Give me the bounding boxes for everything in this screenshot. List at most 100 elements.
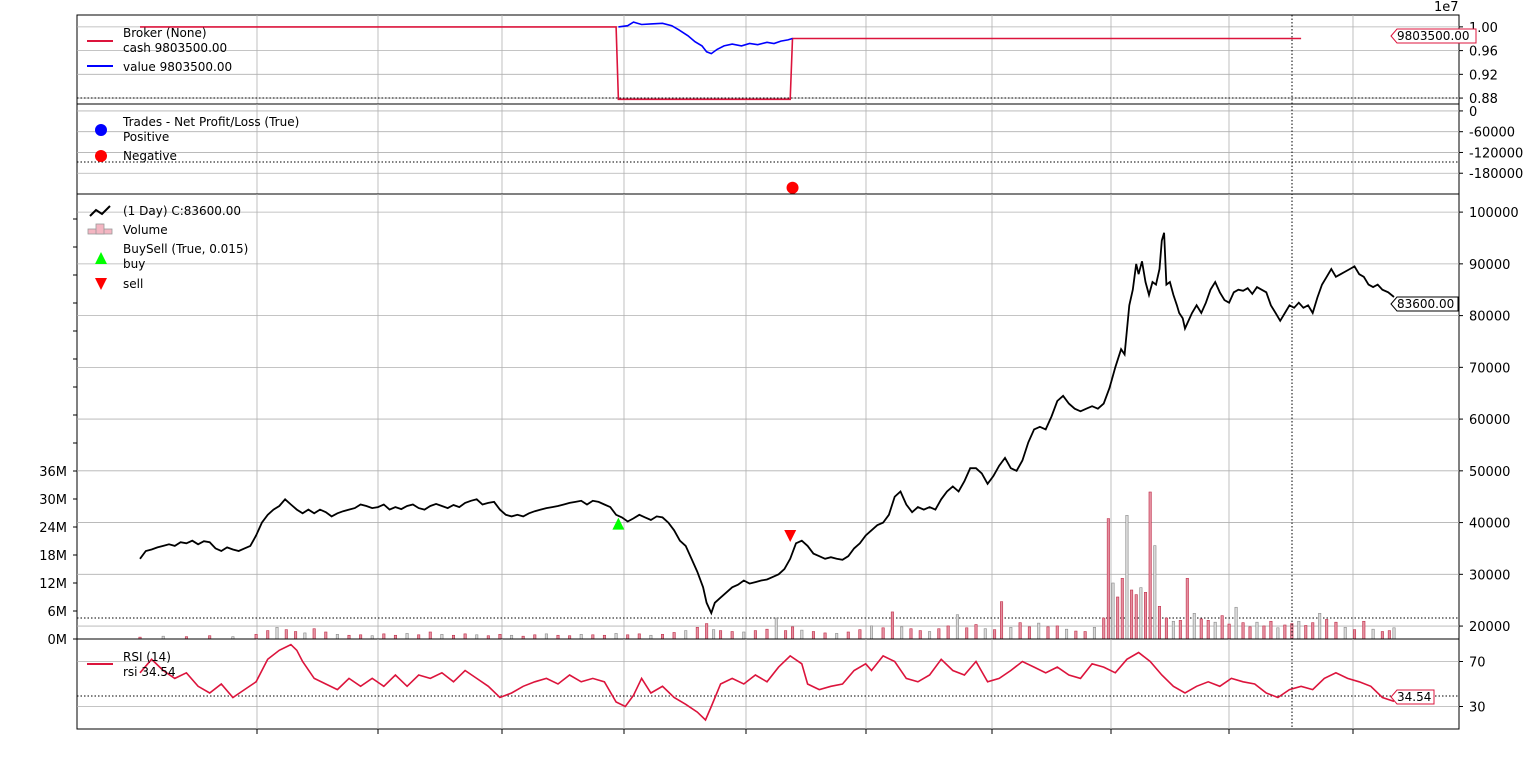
volume-bar [1192,613,1196,640]
volume-bar [983,628,987,640]
buysell-legend-title: BuySell (True, 0.015) [123,242,248,256]
rsi-legend: RSI (14) rsi 34.54 [87,650,176,679]
volume-bar [428,631,432,640]
price-y-tick-label: 20000 [1469,620,1510,635]
volume-bar [1185,578,1189,640]
price-legend-label: (1 Day) C:83600.00 [123,204,241,218]
buy-legend-label: buy [123,257,145,271]
volume-bar [1130,589,1134,640]
volume-bar [1392,627,1396,640]
volume-bar [294,631,298,640]
broker-y-tick-label: 0.88 [1469,92,1498,107]
volume-bar [869,625,873,640]
volume-y-tick-label: 6M [48,605,68,620]
volume-bar [1157,606,1161,640]
volume-bar [784,630,788,640]
volume-bar [637,633,641,640]
volume-bar [1046,626,1050,640]
price-y-tick-label: 90000 [1469,258,1510,273]
trades-y-tick-label: 0 [1469,105,1477,120]
volume-bar [1171,620,1175,640]
volume-bar [1199,618,1203,640]
volume-bar [1144,592,1148,640]
volume-bar [579,634,583,640]
trades-y-tick-label: -180000 [1469,167,1523,182]
volume-bar [1334,621,1338,640]
price-y-tick-label: 30000 [1469,568,1510,583]
trades-panel: 0 -60000 -120000 -180000 Trades - Net Profi… [76,103,1523,195]
sell-legend-label: sell [123,277,143,291]
volume-bar [614,633,618,640]
volume-bar [382,633,386,640]
volume-bar [626,634,630,640]
price-y-tick-label: 100000 [1469,206,1519,221]
trades-legend-negative-marker [95,150,107,162]
volume-bar [1325,619,1329,640]
broker-legend-value: value 9803500.00 [123,60,232,74]
volume-bar [1092,627,1096,640]
price-legend-line-icon [89,205,111,217]
volume-y-tick-label: 36M [39,465,67,480]
volume-bar [1343,627,1347,640]
volume-y-tick-label: 18M [39,549,67,564]
trades-legend: Trades - Net Profit/Loss (True) Positive… [95,115,299,163]
volume-bar [1153,545,1157,640]
volume-bar [1387,630,1391,640]
volume-bar [660,634,664,640]
volume-bar [1234,606,1238,640]
volume-bar [1116,596,1120,640]
volume-bar [544,633,548,640]
trades-legend-negative: Negative [123,149,177,163]
volume-bar [393,634,397,640]
buy-marker [612,517,625,530]
volume-bar [858,629,862,640]
volume-bar [753,630,757,640]
volume-bar [684,630,688,640]
volume-bar [1139,587,1143,640]
volume-bar [405,633,409,640]
volume-bar [811,631,815,640]
volume-bar [1262,625,1266,640]
volume-bar [1009,627,1013,640]
volume-bar [1018,622,1022,640]
volume-bar [774,617,778,640]
volume-bar [800,629,804,640]
price-y-tick-label: 70000 [1469,361,1510,376]
volume-bar [1065,628,1069,640]
volume-bar [1276,627,1280,640]
broker-legend-cash: cash 9803500.00 [123,41,227,55]
volume-bar [1269,620,1273,640]
volume-bar [881,627,885,640]
volume-bar [955,614,959,640]
broker-legend: Broker (None) cash 9803500.00 value 9803… [87,26,232,74]
volume-bar [946,625,950,640]
volume-bar [835,633,839,640]
volume-bar [475,634,479,640]
trades-legend-positive: Positive [123,130,169,144]
rsi-last-value: 34.54 [1397,690,1431,704]
broker-legend-title: Broker (None) [123,26,207,40]
rsi-y-tick-label: 70 [1469,656,1486,671]
volume-bar [974,624,978,640]
volume-bar [900,626,904,640]
volume-bar [266,630,270,640]
price-panel: 100000 90000 80000 70000 60000 50000 40000 3000… [39,193,1519,648]
volume-bar [1074,630,1078,640]
rsi-y-tick-label: 30 [1469,701,1486,716]
rsi-panel: 70 30 RSI (14) rsi 34.54 34.54 [76,638,1486,730]
buy-legend-marker [95,252,107,264]
volume-bar [719,630,723,640]
volume-bar [1206,620,1210,640]
volume-bar [1213,621,1217,640]
volume-bar [1353,629,1357,640]
volume-bar [1037,622,1041,640]
price-last-value-tag: 83600.00 [1390,296,1459,312]
volume-bar [510,634,514,640]
volume-bar [965,627,969,640]
price-legend: (1 Day) C:83600.00 Volume BuySell (True,… [87,204,248,291]
rsi-legend-value: rsi 34.54 [123,665,176,679]
volume-bar [1120,578,1124,640]
price-y-tick-label: 40000 [1469,517,1510,532]
volume-bar [602,634,606,640]
